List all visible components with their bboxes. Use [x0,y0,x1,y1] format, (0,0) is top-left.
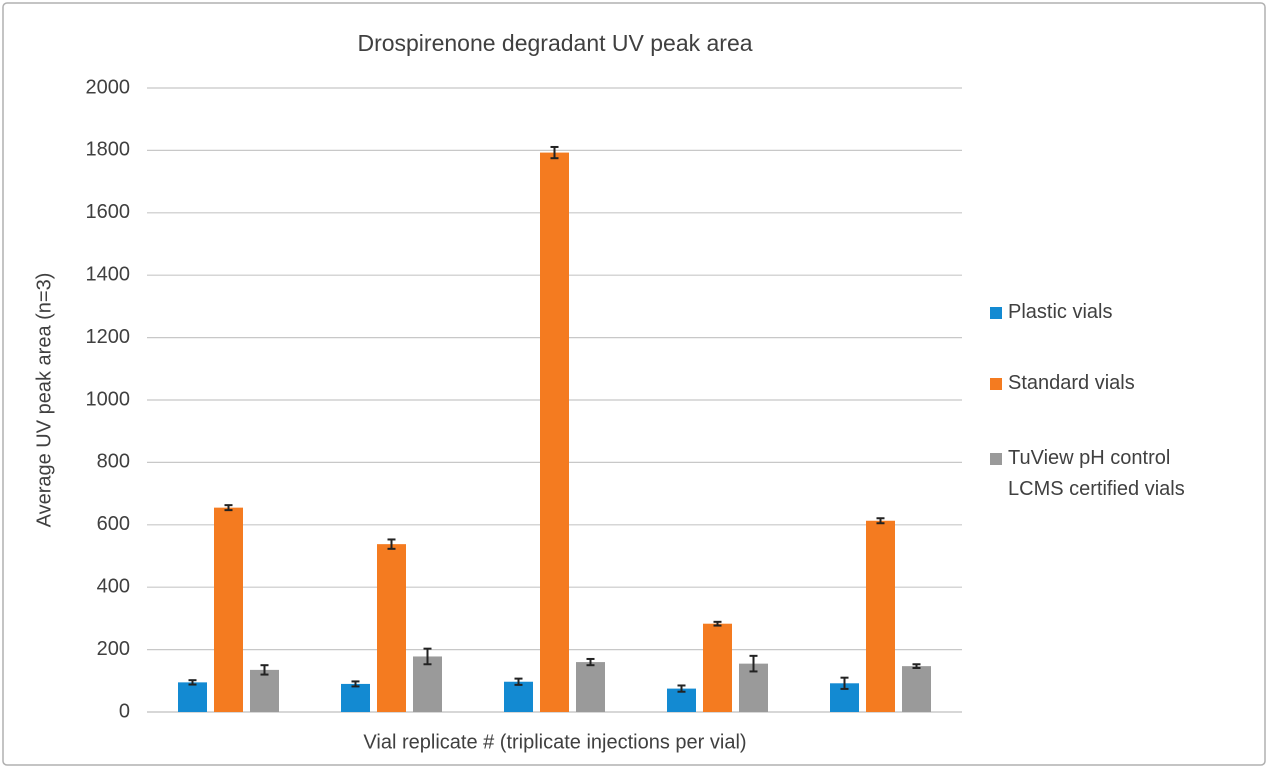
error-bar [224,504,233,512]
bar [540,152,569,713]
bar [178,682,207,712]
y-tick-label: 1600 [86,201,131,223]
bar [703,623,732,712]
y-tick-label: 400 [97,575,130,597]
bar [250,669,279,712]
y-tick-label: 200 [97,638,130,660]
error-bar [423,647,432,666]
error-bar [550,145,559,160]
legend-item: TuView pH control LCMS certified vials [990,443,1230,505]
error-bar [260,664,269,676]
y-tick-label: 0 [119,700,130,722]
y-tick-label: 1800 [86,139,131,161]
bar [341,683,370,712]
bar [576,662,605,712]
legend-swatch [990,453,1002,465]
legend-item: Standard vials [990,368,1230,399]
legend-label: Standard vials [1008,372,1135,394]
bar [377,544,406,712]
legend-swatch [990,307,1002,319]
error-bar [713,620,722,627]
error-bar [677,684,686,693]
bar [504,681,533,712]
legend-item: Plastic vials [990,297,1230,328]
bar [667,688,696,712]
y-axis-title: Average UV peak area (n=3) [33,273,55,528]
y-tick-label: 1400 [86,263,131,285]
error-bar [876,517,885,525]
y-tick-label: 800 [97,451,130,473]
y-tick-label: 1000 [86,388,131,410]
bar [902,666,931,712]
error-bar [351,680,360,688]
error-bar [387,538,396,550]
bar [866,520,895,712]
error-bar [586,657,595,667]
error-bar [749,654,758,673]
bar [214,507,243,712]
bar [413,656,442,712]
y-tick-label: 600 [97,513,130,535]
legend-swatch [990,378,1002,390]
x-axis-title: Vial replicate # (triplicate injections … [363,731,746,753]
legend-label: Plastic vials [1008,301,1113,323]
legend-label: TuView pH control LCMS certified vials [1008,447,1185,500]
error-bar [840,676,849,690]
error-bar [912,663,921,670]
chart-title: Drospirenone degradant UV peak area [357,30,752,56]
y-tick-label: 2000 [86,76,131,98]
y-tick-label: 1200 [86,326,131,348]
error-bar [514,677,523,686]
error-bar [188,679,197,686]
